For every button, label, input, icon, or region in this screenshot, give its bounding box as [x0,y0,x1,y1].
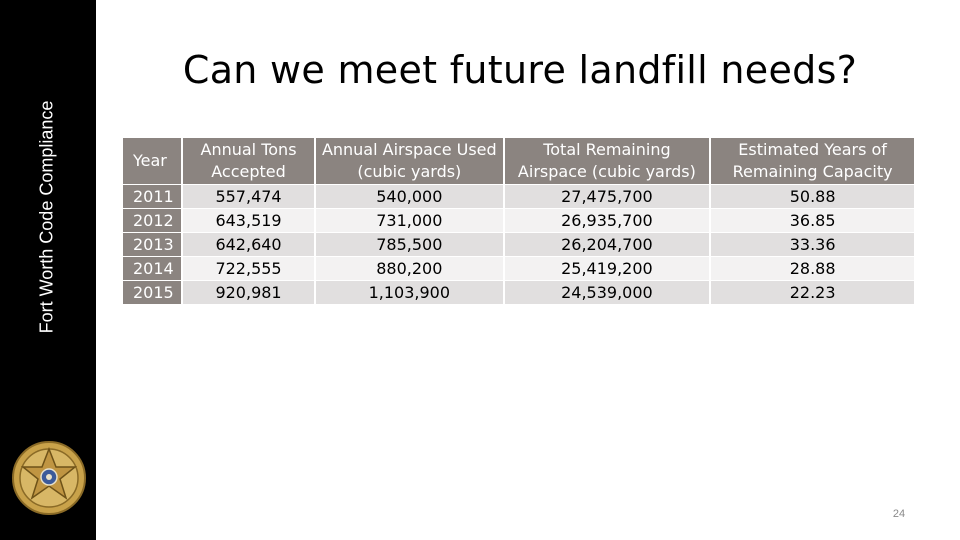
cell-remaining: 25,419,200 [504,257,710,280]
cell-year: 2011 [123,185,181,208]
header-total-remaining: Total Remaining Airspace (cubic yards) [504,138,710,184]
cell-remaining: 26,935,700 [504,209,710,232]
table-row: 2012 643,519 731,000 26,935,700 36.85 [123,209,914,232]
cell-tons: 920,981 [183,281,315,304]
cell-tons: 722,555 [183,257,315,280]
page-number: 24 [892,508,906,520]
header-years-remaining: Estimated Years of Remaining Capacity [711,138,914,184]
star-badge-icon [12,441,86,515]
sidebar: Fort Worth Code Compliance [0,0,96,540]
table-header-row: Year Annual Tons Accepted Annual Airspac… [123,138,914,184]
sidebar-vertical-label: Fort Worth Code Compliance [36,100,57,334]
table-row: 2013 642,640 785,500 26,204,700 33.36 [123,233,914,256]
cell-airspace-used: 540,000 [316,185,503,208]
table-row: 2011 557,474 540,000 27,475,700 50.88 [123,185,914,208]
cell-airspace-used: 1,103,900 [316,281,503,304]
cell-years-left: 33.36 [711,233,914,256]
header-year: Year [123,138,181,184]
slide-title: Can we meet future landfill needs? [182,48,858,92]
table-row: 2014 722,555 880,200 25,419,200 28.88 [123,257,914,280]
cell-remaining: 24,539,000 [504,281,710,304]
cell-airspace-used: 880,200 [316,257,503,280]
cell-years-left: 22.23 [711,281,914,304]
landfill-capacity-table: Year Annual Tons Accepted Annual Airspac… [121,137,916,305]
cell-year: 2015 [123,281,181,304]
cell-year: 2012 [123,209,181,232]
cell-years-left: 50.88 [711,185,914,208]
cell-year: 2013 [123,233,181,256]
cell-years-left: 36.85 [711,209,914,232]
cell-tons: 643,519 [183,209,315,232]
cell-airspace-used: 785,500 [316,233,503,256]
header-annual-airspace: Annual Airspace Used (cubic yards) [316,138,503,184]
cell-remaining: 26,204,700 [504,233,710,256]
header-annual-tons: Annual Tons Accepted [183,138,315,184]
cell-airspace-used: 731,000 [316,209,503,232]
cell-tons: 557,474 [183,185,315,208]
table-row: 2015 920,981 1,103,900 24,539,000 22.23 [123,281,914,304]
cell-remaining: 27,475,700 [504,185,710,208]
cell-tons: 642,640 [183,233,315,256]
cell-year: 2014 [123,257,181,280]
cell-years-left: 28.88 [711,257,914,280]
